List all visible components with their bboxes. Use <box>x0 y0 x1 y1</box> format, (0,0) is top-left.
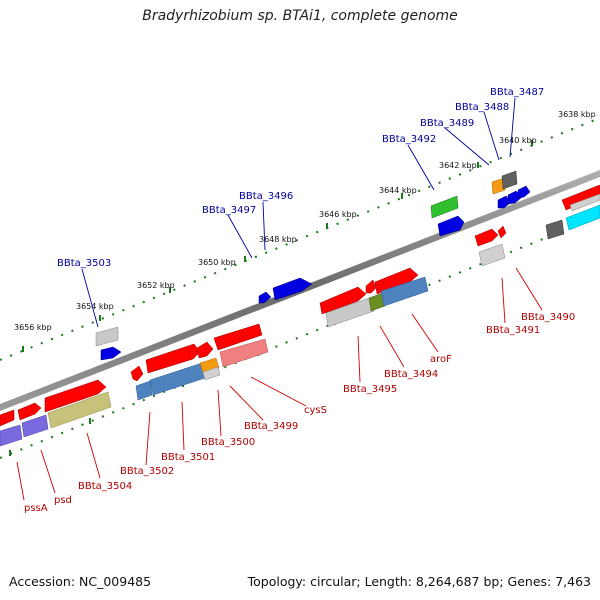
gene-label: BBta_3500 <box>201 437 255 448</box>
gene-box <box>430 195 459 219</box>
gene-label: BBta_3497 <box>202 205 256 216</box>
scale-label: 3638 kbp <box>558 110 596 119</box>
gene-box <box>95 326 119 347</box>
top-gene-labels: BBta_3487 BBta_3488 BBta_3489 BBta_3492 … <box>57 87 544 269</box>
scale-label: 3652 kbp <box>137 281 175 290</box>
scale-label: 3648 kbp <box>259 235 297 244</box>
gene-label: BBta_3495 <box>343 384 397 395</box>
gene-box <box>380 276 429 307</box>
top-strand-genes <box>95 170 600 361</box>
scale-label: 3644 kbp <box>379 186 417 195</box>
top-callout-lines <box>81 97 516 328</box>
gene-arrow <box>497 225 507 239</box>
scale-label: 3656 kbp <box>14 323 52 332</box>
gene-label: BBta_3492 <box>382 134 436 145</box>
gene-box <box>47 391 112 429</box>
gene-arrow <box>196 341 214 359</box>
gene-label: cysS <box>304 405 327 416</box>
bottom-gene-labels: BBta_3490 BBta_3491 aroF BBta_3494 BBta_… <box>24 312 575 514</box>
gene-label: BBta_3496 <box>239 191 293 202</box>
gene-label: BBta_3490 <box>521 312 575 323</box>
gene-label: BBta_3502 <box>120 466 174 477</box>
scale-label: 3650 kbp <box>198 258 236 267</box>
gene-box <box>491 177 506 195</box>
gene-box <box>565 204 600 231</box>
gene-arrow <box>44 379 107 413</box>
gene-arrow <box>561 184 600 211</box>
gene-box <box>478 243 506 267</box>
gene-arrow <box>365 279 377 294</box>
scale-label: 3646 kbp <box>319 210 357 219</box>
gene-label: aroF <box>430 354 452 365</box>
gene-box <box>135 380 153 401</box>
gene-arrow <box>258 291 272 304</box>
bottom-strand-genes <box>0 193 600 447</box>
gene-label: psd <box>54 495 72 506</box>
bottom-callout-lines <box>16 267 543 501</box>
scale-label: 3640 kbp <box>499 136 537 145</box>
gene-label: BBta_3487 <box>490 87 544 98</box>
scale-label: 3642 kbp <box>439 161 477 170</box>
page-title: Bradyrhizobium sp. BTAi1, complete genom… <box>142 8 458 24</box>
gene-box <box>501 170 518 190</box>
gene-box <box>325 296 375 328</box>
gene-arrow <box>272 277 313 301</box>
top-major-ticks <box>22 140 533 352</box>
top-scale-line <box>0 117 600 361</box>
gene-box <box>545 219 565 240</box>
gene-box <box>368 292 386 312</box>
gene-label: BBta_3499 <box>244 421 298 432</box>
gene-arrow <box>437 215 465 237</box>
scale-labels: 3638 kbp 3640 kbp 3642 kbp 3644 kbp 3646… <box>14 110 596 332</box>
genome-summary-text: Topology: circular; Length: 8,264,687 bp… <box>247 574 591 589</box>
gene-arrow <box>319 286 367 315</box>
gene-box <box>0 424 23 447</box>
gene-arrow <box>0 409 15 427</box>
accession-text: Accession: NC_009485 <box>9 574 152 589</box>
gene-arrow <box>130 365 144 382</box>
gene-label: BBta_3504 <box>78 481 132 492</box>
gene-label: BBta_3491 <box>486 325 540 336</box>
gene-label: BBta_3501 <box>161 452 215 463</box>
gene-arrow <box>374 267 419 295</box>
gene-box <box>219 338 269 368</box>
gene-label: pssA <box>24 503 48 514</box>
gene-arrow <box>145 343 201 374</box>
gene-arrow <box>517 185 531 199</box>
gene-label: BBta_3488 <box>455 102 509 113</box>
gene-arrow <box>17 402 42 421</box>
gene-box <box>202 366 221 381</box>
gene-arrow <box>213 323 263 351</box>
scale-label: 3654 kbp <box>76 302 114 311</box>
gene-box <box>569 193 600 212</box>
gene-arrow <box>474 228 499 247</box>
gene-label: BBta_3494 <box>384 369 438 380</box>
gene-box <box>21 414 49 438</box>
gene-label: BBta_3489 <box>420 118 474 129</box>
gene-arrow <box>100 346 122 361</box>
gene-label: BBta_3503 <box>57 258 111 269</box>
